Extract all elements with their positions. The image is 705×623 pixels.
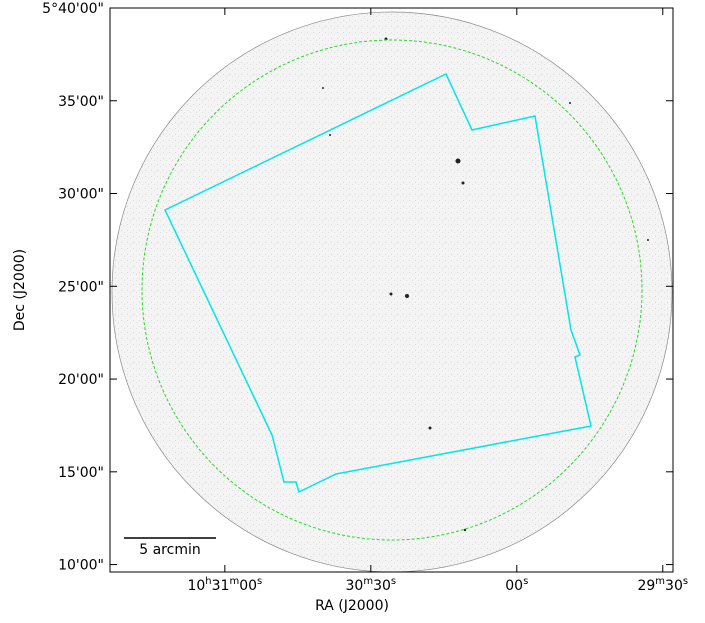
x-axis-label: RA (J2000) bbox=[315, 598, 389, 614]
y-tick-label: 35'00" bbox=[58, 94, 104, 110]
y-tick-label: 15'00" bbox=[58, 465, 104, 481]
sky-image bbox=[112, 12, 672, 572]
scale-bar-label: 5 arcmin bbox=[139, 542, 200, 558]
x-tick-label: 30m30s bbox=[346, 576, 397, 594]
y-tick-label: 5°40'00" bbox=[42, 1, 104, 17]
x-tick-label: 00s bbox=[505, 576, 528, 594]
x-tick-label: 29m30s bbox=[637, 576, 688, 594]
chart: 5 arcmin RA (J2000) Dec (J2000) 5°40'00"… bbox=[0, 0, 705, 619]
y-tick-label: 30'00" bbox=[58, 187, 104, 203]
y-tick-label: 25'00" bbox=[58, 279, 104, 295]
y-tick-label: 10'00" bbox=[58, 558, 104, 574]
y-tick-label: 20'00" bbox=[58, 372, 104, 388]
x-tick-label: 10h31m00s bbox=[187, 576, 262, 594]
y-axis-label: Dec (J2000) bbox=[12, 249, 28, 331]
